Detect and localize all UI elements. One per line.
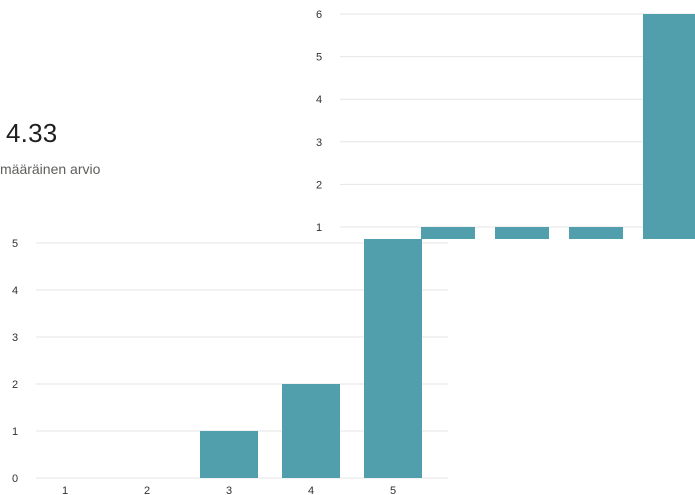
top-y-tick-label: 4	[316, 94, 322, 106]
bottom-x-tick-label: 3	[226, 485, 232, 495]
average-score-caption: määräinen arvio	[0, 161, 101, 177]
bottom-bar	[282, 384, 340, 478]
bottom-y-tick-label: 3	[12, 332, 18, 344]
top-y-tick-label: 2	[316, 179, 322, 191]
top-bar	[643, 14, 695, 239]
bottom-y-tick-label: 1	[12, 426, 18, 438]
top-y-tick-label: 5	[316, 52, 322, 64]
bottom-y-tick-label: 0	[12, 473, 18, 485]
average-score-value: 4.33	[6, 118, 58, 148]
top-y-tick-label: 6	[316, 9, 322, 21]
top-chart-plot: 1 2 3 4 5 6	[316, 9, 695, 239]
bottom-y-tick-label: 5	[12, 238, 18, 250]
bottom-bar	[200, 431, 258, 478]
top-y-tick-label: 1	[316, 222, 322, 234]
top-bar	[495, 227, 549, 239]
top-bar	[421, 227, 475, 239]
bottom-y-tick-label: 4	[12, 285, 18, 297]
bottom-bar	[364, 239, 422, 478]
bottom-x-tick-label: 1	[62, 485, 68, 495]
top-bar	[569, 227, 623, 239]
top-y-tick-label: 3	[316, 137, 322, 149]
bottom-y-tick-label: 2	[12, 379, 18, 391]
bottom-x-tick-label: 2	[144, 485, 150, 495]
bottom-x-tick-label: 5	[390, 485, 396, 495]
bottom-x-tick-label: 4	[308, 485, 314, 495]
